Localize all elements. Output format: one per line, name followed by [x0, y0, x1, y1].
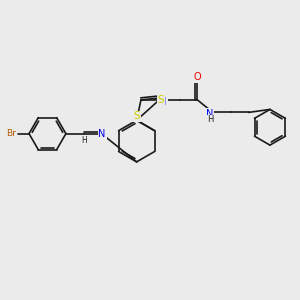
Text: N: N — [206, 109, 214, 119]
Text: S: S — [133, 111, 140, 122]
Text: H: H — [81, 136, 87, 145]
Text: O: O — [194, 72, 201, 82]
Text: N: N — [159, 97, 167, 107]
Text: H: H — [207, 115, 213, 124]
Text: N: N — [98, 129, 106, 139]
Text: Br: Br — [6, 129, 16, 138]
Text: S: S — [158, 95, 164, 105]
